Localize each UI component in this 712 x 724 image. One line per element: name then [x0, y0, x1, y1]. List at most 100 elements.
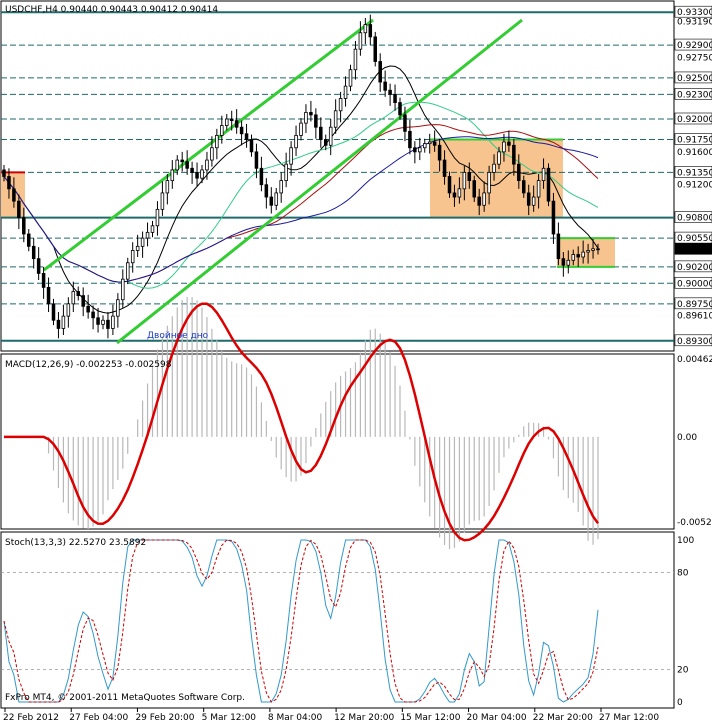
candle-body [17, 200, 21, 218]
channel-line-lower [116, 18, 523, 345]
candle-body [319, 126, 323, 140]
ma-black [3, 65, 599, 314]
candle-body [541, 167, 546, 182]
candle-body [422, 143, 427, 149]
price-tag-box [674, 242, 712, 255]
macd-tick-label: -0.00528 [677, 518, 712, 528]
candle-body [220, 125, 224, 136]
candle-body [482, 192, 486, 206]
channel-line-upper [43, 18, 374, 272]
price-tick-label: 0.90000 [677, 279, 712, 289]
candle-body [76, 291, 81, 297]
x-tick-label: 8 Mar 04:00 [268, 713, 323, 723]
price-tag-box [674, 133, 712, 145]
main-header: USDCHF,H4 0.90440 0.90443 0.90412 0.9041… [5, 5, 218, 15]
candle-body [135, 245, 140, 251]
candle-body [314, 114, 318, 128]
stoch-tick-label: 80 [677, 568, 689, 578]
candle-body [150, 225, 155, 233]
candle-body [492, 163, 496, 173]
candle-body [96, 317, 100, 325]
price-tag-box [674, 71, 712, 84]
x-tick-label: 22 Feb 2012 [3, 713, 59, 723]
candle-body [140, 237, 145, 247]
price-tick-label: 0.92000 [677, 115, 712, 125]
price-tick-label: 0.93300 [677, 8, 712, 18]
price-tick-label: 0.92900 [677, 41, 712, 51]
candle-body [205, 159, 209, 171]
candle-body [195, 171, 199, 179]
candle-body [358, 32, 363, 50]
candle-body [363, 24, 368, 34]
candle-body [26, 233, 31, 247]
price-tag-box [674, 88, 712, 100]
stoch-tick-label: 100 [677, 536, 694, 546]
stoch-tick-label: 0 [677, 698, 683, 708]
candle-body [66, 303, 71, 317]
candle-body [477, 196, 481, 206]
price-tick-label: 0.89300 [677, 337, 712, 347]
stoch-header: Stoch(13,3,3) 22.5270 23.5892 [5, 538, 146, 548]
candle-body [378, 61, 382, 83]
candle-body [36, 258, 41, 274]
candle-body [279, 180, 283, 194]
candle-body [210, 147, 214, 161]
price-tick-label: 0.90414 [677, 245, 712, 255]
candle-body [264, 184, 269, 198]
price-tick-label: 0.90550 [677, 234, 712, 244]
copyright-text: FxPro MT4, © 2001-2011 MetaQuotes Softwa… [5, 693, 245, 703]
candle-body [7, 176, 11, 190]
candle-body [165, 180, 170, 194]
candle-body [323, 139, 328, 146]
candle-body [304, 112, 308, 124]
price-tick-label: 0.93190 [677, 17, 712, 27]
candle-body [418, 147, 422, 153]
price-tag-box [674, 211, 712, 223]
candle-body [348, 69, 353, 87]
x-tick-label: 5 Mar 12:00 [202, 713, 257, 723]
candle-body [343, 85, 348, 99]
candle-body [333, 110, 338, 128]
candle-body [31, 245, 36, 260]
candle-body [447, 176, 452, 194]
highlight-box-middle [430, 139, 563, 218]
price-tick-label: 0.90800 [677, 214, 712, 224]
candle-body [388, 89, 392, 95]
candle-body [521, 180, 526, 194]
candle-body [249, 139, 254, 153]
candle-body [531, 196, 536, 206]
price-tick-label: 0.91750 [677, 136, 712, 146]
candle-body [571, 254, 576, 261]
candle-body [338, 98, 343, 112]
candle-body [185, 161, 189, 169]
candle-body [224, 118, 229, 126]
candle-body [259, 167, 264, 186]
candle-body [581, 251, 585, 258]
price-tick-label: 0.91350 [677, 168, 712, 178]
candle-body [512, 144, 516, 165]
price-tag-box [674, 260, 712, 273]
candle-body [200, 169, 204, 179]
price-tag-box [674, 5, 712, 18]
candle-body [432, 141, 437, 146]
candle-body [497, 151, 501, 165]
candle-body [22, 217, 26, 235]
candle-body [408, 130, 412, 149]
candle-body [125, 262, 130, 280]
macd-layer [4, 297, 600, 550]
price-tick-label: 0.89750 [677, 300, 712, 310]
candle-body [254, 151, 259, 169]
candle-body [239, 126, 244, 135]
candle-body [121, 278, 125, 301]
macd-header: MACD(12,26,9) -0.002253 -0.002598 [5, 360, 172, 370]
candle-body [215, 135, 219, 149]
candle-body [56, 319, 61, 329]
candle-body [566, 259, 571, 266]
candle-body [289, 147, 293, 165]
candle-body [452, 192, 457, 198]
candle-body [274, 192, 279, 206]
candle-body [383, 81, 387, 91]
candle-body [586, 250, 590, 253]
candle-body [517, 163, 521, 182]
